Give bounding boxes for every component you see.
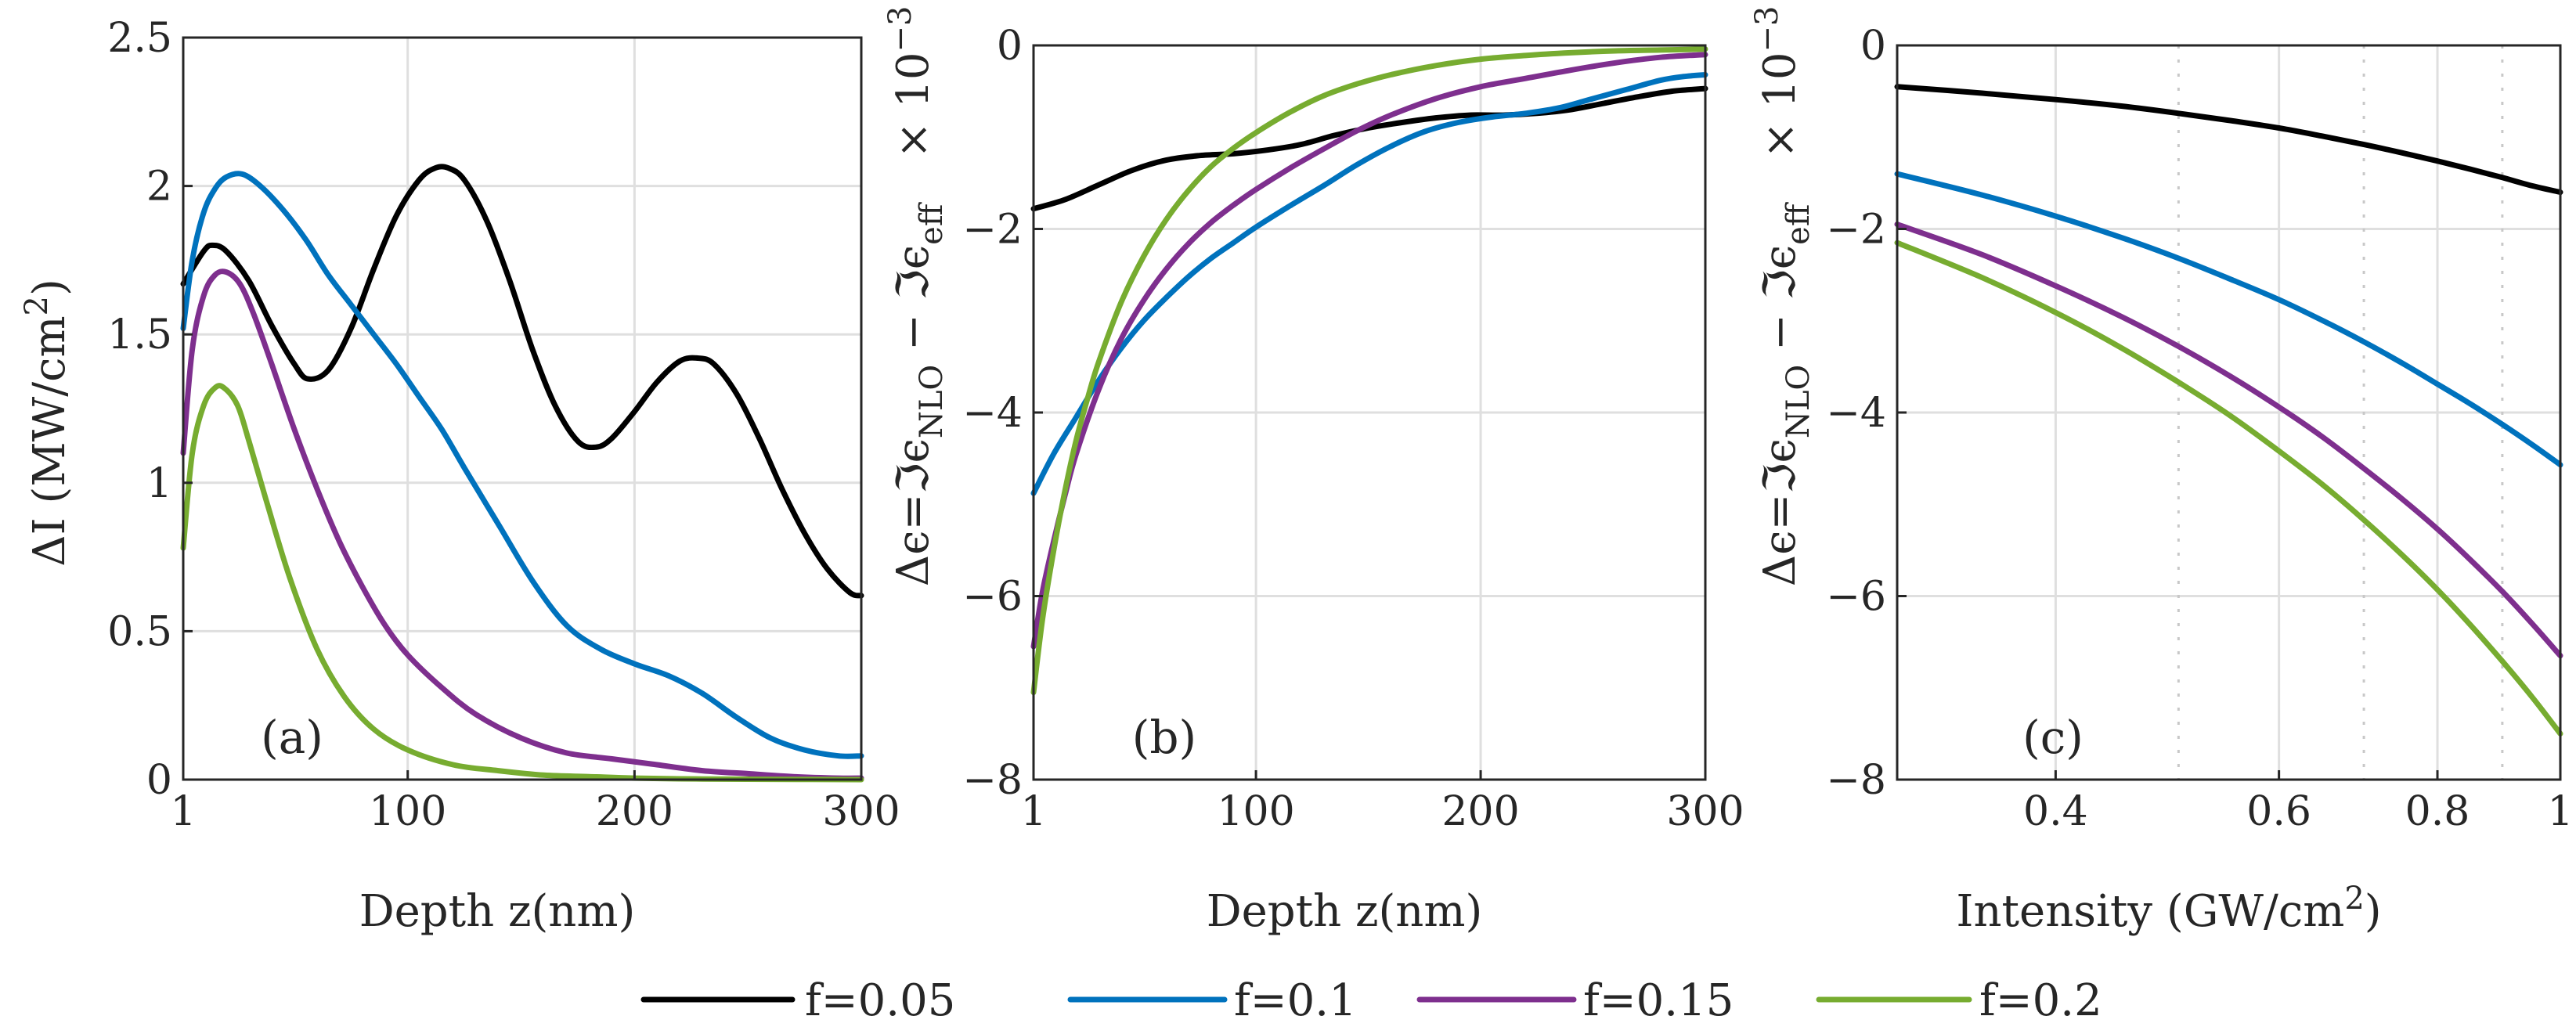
panel-a-label: (a): [261, 711, 323, 764]
panel-a-x-tick-label-3: 300: [822, 788, 900, 835]
panel-a-x-tick-label-0: 1: [170, 788, 196, 835]
panel-c: 0.4 0.6 0.8 1 −8 −6 −4 −2 0 Intensity (GW/cm2) Δ…: [1749, 6, 2574, 937]
panel-b-x-tick-label-3: 300: [1666, 788, 1744, 835]
panel-b-y-tick-label-4: 0: [997, 23, 1023, 70]
panel-a-ticks: 1 100 200 300 0 0.5 1 1.5 2 2.5: [107, 15, 900, 835]
panel-b: 1 100 200 300 −8 −6 −4 −2 0 Depth z(nm) Δϵ=ℑϵNLO…: [882, 6, 1744, 937]
panel-a-frame: [182, 36, 863, 781]
panel-c-x-axis-label: Intensity (GW/cm2): [1956, 881, 2381, 937]
panel-a-series-f015-line: [180, 268, 864, 781]
panel-a-series-f01-line: [180, 171, 864, 759]
panel-b-y-tick-label-1: −6: [962, 574, 1023, 621]
panel-a-series-f005-line: [180, 164, 864, 599]
panel-c-x-tick-label-1: 0.6: [2246, 788, 2311, 835]
panel-b-series-f005-line: [1030, 85, 1708, 212]
panel-c-series-f015-line: [1894, 222, 2563, 659]
panel-a-y-tick-label-3: 1.5: [107, 312, 172, 358]
panel-b-ticks: 1 100 200 300 −8 −6 −4 −2 0: [962, 23, 1744, 835]
legend: f=0.05 f=0.1 f=0.15 f=0.2: [640, 975, 2102, 1026]
panel-b-series-f015-line: [1030, 52, 1708, 650]
panel-c-series-f005-line: [1894, 84, 2563, 196]
legend-label-f015: f=0.15: [1583, 975, 1734, 1026]
legend-label-f01: f=0.1: [1234, 975, 1357, 1026]
panel-a: 1 100 200 300 0 0.5 1 1.5 2 2.5 Depth z(nm) ΔI (M…: [19, 15, 900, 937]
panel-b-grid: [1034, 45, 1705, 780]
panel-c-y-axis-label: Δϵ=ℑϵNLO − ℑϵeff: [1755, 202, 1817, 586]
panel-b-x-axis-label: Depth z(nm): [1207, 886, 1483, 937]
panel-a-y-axis-label: ΔI (MW/cm2): [19, 279, 75, 567]
panel-a-series: [180, 164, 864, 783]
panel-a-y-tick-label-5: 2.5: [107, 15, 172, 62]
panel-c-series: [1894, 84, 2563, 737]
panel-a-y-tick-label-1: 0.5: [107, 608, 172, 655]
panel-b-series-f01-line: [1030, 72, 1708, 496]
panel-b-y-tick-label-3: −2: [962, 207, 1023, 254]
panel-b-x-tick-label-1: 100: [1217, 788, 1294, 835]
panel-b-series-f02-line: [1030, 46, 1708, 696]
panel-c-y-tick-label-2: −4: [1826, 390, 1886, 437]
panel-c-x-tick-label-0: 0.4: [2023, 788, 2088, 835]
panel-c-x-tick-label-3: 1: [2547, 788, 2573, 835]
panel-b-y-tick-label-2: −4: [962, 390, 1023, 437]
panel-c-scale-multiplier: × 10−3: [1749, 6, 1806, 159]
panel-c-y-tick-label-1: −6: [1826, 574, 1886, 621]
panel-c-y-tick-label-3: −2: [1826, 207, 1886, 254]
panel-c-ticks: 0.4 0.6 0.8 1 −8 −6 −4 −2 0: [1826, 23, 2573, 835]
panel-a-x-tick-label-1: 100: [369, 788, 446, 835]
panel-a-y-tick-label-4: 2: [146, 164, 172, 211]
panel-c-series-f01-line: [1894, 171, 2563, 468]
panel-c-y-tick-label-0: −8: [1826, 757, 1886, 804]
panel-c-series-f02-line: [1894, 240, 2563, 737]
panel-b-x-tick-label-0: 1: [1020, 788, 1046, 835]
panel-b-label: (b): [1132, 711, 1196, 764]
panel-c-x-tick-label-2: 0.8: [2405, 788, 2470, 835]
legend-label-f005: f=0.05: [805, 975, 955, 1026]
panel-a-x-tick-label-2: 200: [596, 788, 673, 835]
panel-b-scale-multiplier: × 10−3: [882, 6, 939, 159]
panel-b-series: [1030, 46, 1708, 696]
panel-a-x-axis-label: Depth z(nm): [359, 886, 636, 937]
panel-c-label: (c): [2022, 711, 2084, 764]
panel-b-y-tick-label-0: −8: [962, 757, 1023, 804]
panel-a-y-tick-label-0: 0: [146, 757, 172, 804]
panel-c-y-tick-label-4: 0: [1860, 23, 1886, 70]
panel-b-y-axis-label: Δϵ=ℑϵNLO − ℑϵeff: [888, 202, 950, 586]
legend-label-f02: f=0.2: [1979, 975, 2102, 1026]
panel-b-x-tick-label-2: 200: [1441, 788, 1519, 835]
panel-a-y-tick-label-2: 1: [146, 460, 172, 507]
